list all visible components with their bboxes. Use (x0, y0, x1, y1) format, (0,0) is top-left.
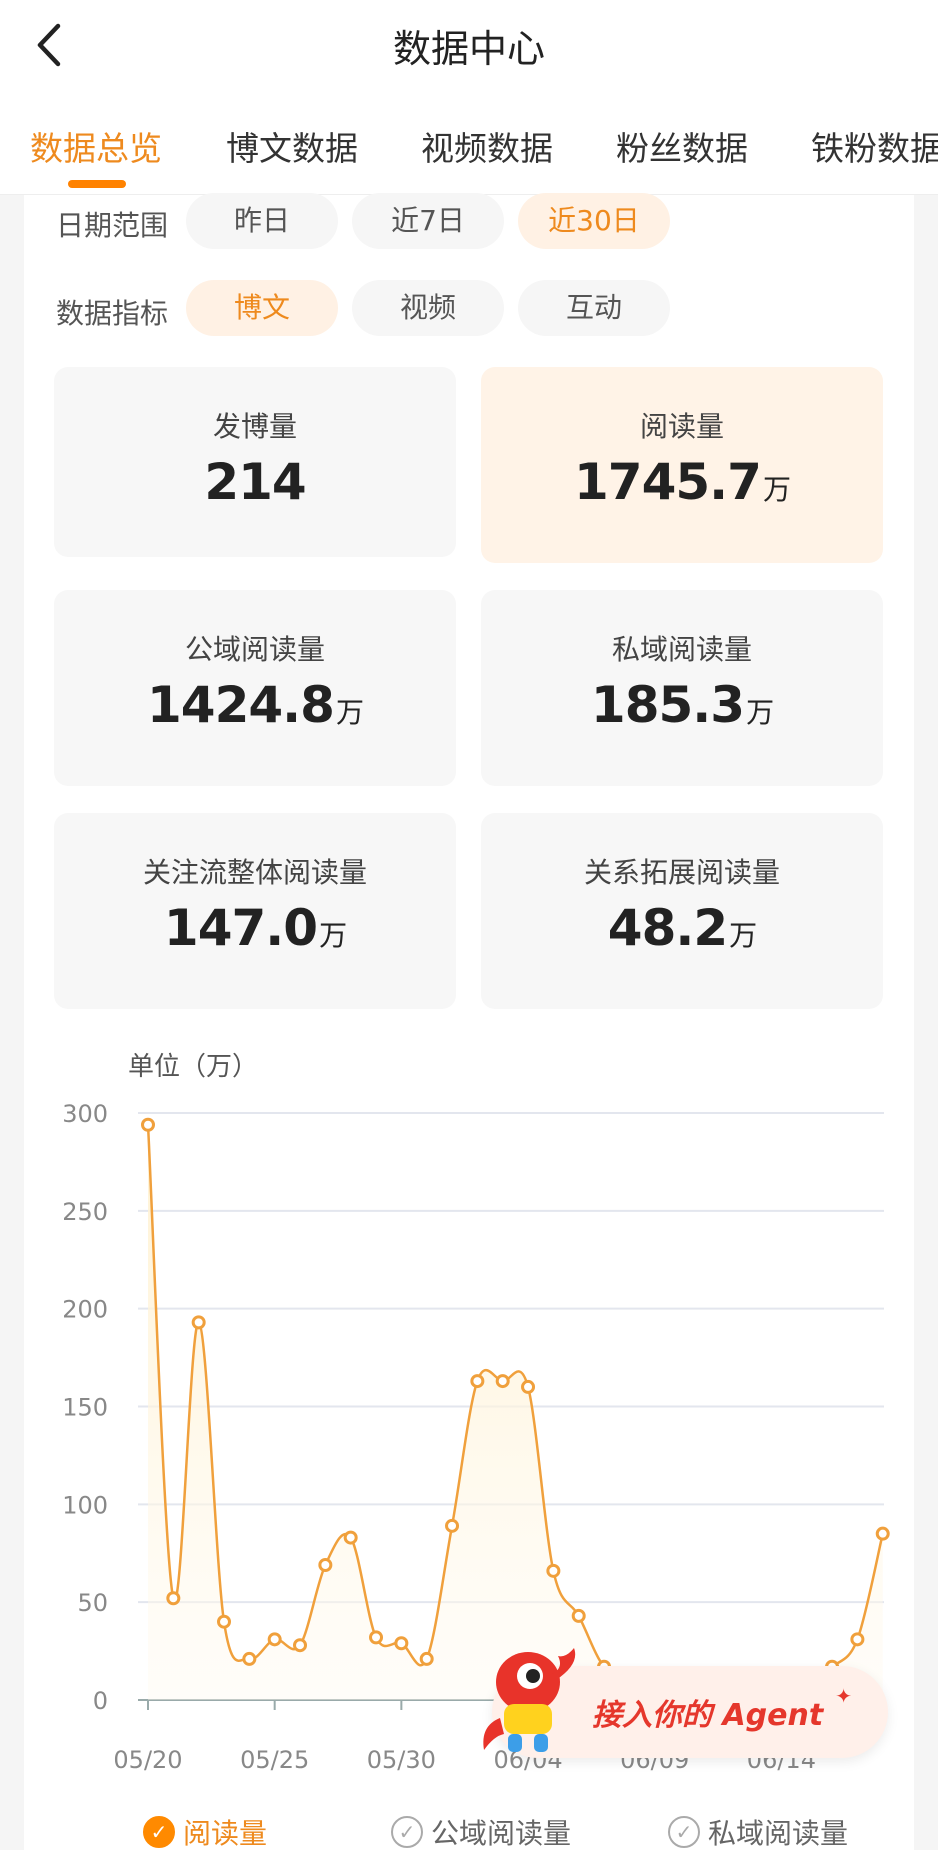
stat-value: 48.2 (607, 899, 728, 957)
stat-card-follow-feed-reads[interactable]: 关注流整体阅读量 147.0万 (54, 813, 456, 1009)
stat-card-private-reads[interactable]: 私域阅读量 185.3万 (481, 590, 883, 786)
metric-option-interaction[interactable]: 互动 (518, 280, 670, 336)
stat-value: 185.3 (590, 676, 745, 734)
stat-label: 公域阅读量 (184, 633, 325, 666)
legend-item-private-reads[interactable]: ✓ 私域阅读量 (668, 1812, 848, 1852)
stat-unit: 万 (746, 696, 774, 729)
date-option-7days[interactable]: 近7日 (352, 193, 504, 249)
check-icon: ✓ (668, 1816, 700, 1848)
y-tick-label: 150 (62, 1394, 108, 1422)
top-bar: 数据中心 (0, 0, 938, 92)
legend-label: 公域阅读量 (431, 1817, 572, 1850)
series-area-reads (148, 1124, 883, 1700)
date-option-30days[interactable]: 近30日 (518, 193, 670, 249)
tab-bar: 数据总览 博文数据 视频数据 粉丝数据 铁粉数据 (0, 110, 938, 195)
stat-value: 214 (204, 453, 306, 511)
x-tick-label: 05/20 (113, 1746, 182, 1774)
stat-card-reads[interactable]: 阅读量 1745.7万 (481, 367, 883, 563)
y-tick-label: 50 (77, 1589, 108, 1617)
stat-label: 私域阅读量 (611, 633, 752, 666)
data-point[interactable] (445, 1518, 460, 1533)
stat-value: 1745.7 (574, 453, 762, 511)
stat-label: 阅读量 (639, 410, 724, 443)
data-point[interactable] (166, 1591, 181, 1606)
sparkle-icon: ✦ (835, 1684, 852, 1708)
y-tick-label: 100 (62, 1491, 108, 1519)
x-tick-label: 05/30 (367, 1746, 436, 1774)
data-point[interactable] (191, 1315, 206, 1330)
back-arrow-icon[interactable] (28, 20, 78, 70)
data-point[interactable] (293, 1638, 308, 1653)
data-point[interactable] (267, 1632, 282, 1647)
metric-option-post[interactable]: 博文 (186, 280, 338, 336)
stat-unit: 万 (319, 919, 347, 952)
legend-label: 阅读量 (183, 1817, 268, 1850)
data-point[interactable] (875, 1526, 890, 1541)
data-point[interactable] (571, 1608, 586, 1623)
stat-label: 关系拓展阅读量 (583, 856, 780, 889)
y-tick-label: 0 (93, 1687, 108, 1715)
tab-post-data[interactable]: 博文数据 (226, 129, 358, 168)
stat-unit: 万 (762, 473, 791, 506)
y-tick-label: 250 (62, 1198, 108, 1226)
data-point[interactable] (546, 1563, 561, 1578)
tab-video-data[interactable]: 视频数据 (421, 129, 553, 168)
data-point[interactable] (141, 1117, 155, 1132)
check-icon: ✓ (391, 1816, 423, 1848)
legend-item-public-reads[interactable]: ✓ 公域阅读量 (391, 1812, 571, 1852)
chart-unit-label: 单位（万） (128, 1052, 259, 1082)
stat-unit: 万 (729, 919, 757, 952)
date-option-yesterday[interactable]: 昨日 (186, 193, 338, 249)
page-title: 数据中心 (392, 27, 545, 71)
tab-active-indicator (68, 180, 126, 188)
data-point[interactable] (369, 1630, 384, 1645)
metric-label: 数据指标 (56, 297, 169, 330)
data-point[interactable] (318, 1557, 333, 1572)
tab-fans-data[interactable]: 粉丝数据 (616, 129, 748, 168)
data-point[interactable] (850, 1632, 865, 1647)
data-point[interactable] (343, 1530, 358, 1545)
stat-card-relation-reads[interactable]: 关系拓展阅读量 48.2万 (481, 813, 883, 1009)
agent-promo-text: 接入你的 Agent (592, 1698, 824, 1733)
stat-value: 1424.8 (147, 676, 335, 734)
mascot-icon[interactable] (478, 1640, 588, 1760)
stat-card-posts[interactable]: 发博量 214 (54, 367, 456, 557)
data-point[interactable] (217, 1614, 232, 1629)
tab-iron-fans-data[interactable]: 铁粉数据 (811, 129, 938, 168)
y-tick-label: 300 (62, 1100, 108, 1128)
data-point[interactable] (419, 1651, 434, 1666)
y-tick-label: 200 (62, 1296, 108, 1324)
data-point[interactable] (242, 1651, 257, 1666)
stat-label: 发博量 (212, 410, 297, 443)
data-point[interactable] (394, 1636, 409, 1651)
stat-label: 关注流整体阅读量 (142, 856, 367, 889)
data-point[interactable] (495, 1374, 510, 1389)
data-point[interactable] (521, 1379, 536, 1394)
data-point[interactable] (470, 1374, 485, 1389)
date-range-label: 日期范围 (56, 209, 169, 242)
stat-unit: 万 (335, 696, 364, 729)
x-tick-label: 05/25 (240, 1746, 309, 1774)
legend-item-reads[interactable]: ✓ 阅读量 (143, 1812, 267, 1852)
tab-overview[interactable]: 数据总览 (30, 129, 162, 168)
legend-label: 私域阅读量 (708, 1817, 849, 1850)
check-icon: ✓ (143, 1816, 175, 1848)
stat-card-public-reads[interactable]: 公域阅读量 1424.8万 (54, 590, 456, 786)
metric-option-video[interactable]: 视频 (352, 280, 504, 336)
stat-value: 147.0 (163, 899, 318, 957)
